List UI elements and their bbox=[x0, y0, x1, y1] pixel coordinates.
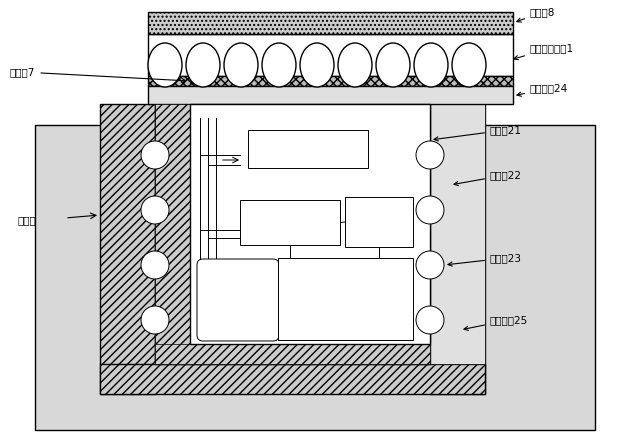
Bar bbox=[155, 104, 430, 364]
Bar bbox=[278, 258, 413, 340]
Circle shape bbox=[141, 251, 169, 279]
Bar bbox=[240, 200, 340, 245]
Text: 容纳腔21: 容纳腔21 bbox=[434, 125, 522, 141]
Text: 加液口: 加液口 bbox=[18, 215, 37, 225]
Circle shape bbox=[416, 251, 444, 279]
Bar bbox=[148, 12, 513, 34]
Text: 充电发射线圈1: 充电发射线圈1 bbox=[514, 43, 574, 60]
Bar bbox=[190, 104, 430, 344]
Bar bbox=[100, 364, 485, 394]
Circle shape bbox=[416, 141, 444, 169]
Ellipse shape bbox=[338, 43, 372, 87]
Bar bbox=[248, 130, 368, 168]
Text: 冷却液箱25: 冷却液箱25 bbox=[464, 315, 529, 330]
Text: 26: 26 bbox=[372, 230, 386, 240]
Bar bbox=[430, 104, 485, 394]
Text: 机芯2: 机芯2 bbox=[335, 305, 356, 315]
Text: 抽湿装置4: 抽湿装置4 bbox=[291, 144, 325, 154]
Bar bbox=[430, 104, 485, 364]
Ellipse shape bbox=[186, 43, 220, 87]
Bar bbox=[100, 104, 155, 394]
Circle shape bbox=[141, 141, 169, 169]
Text: 循环泵: 循环泵 bbox=[369, 217, 389, 227]
Text: 循环管23: 循环管23 bbox=[448, 253, 522, 266]
Text: 保护板8: 保护板8 bbox=[517, 7, 556, 22]
Bar bbox=[155, 104, 190, 364]
Text: 隔磁片7: 隔磁片7 bbox=[10, 67, 186, 82]
Ellipse shape bbox=[262, 43, 296, 87]
Bar bbox=[35, 125, 595, 430]
Ellipse shape bbox=[224, 43, 258, 87]
Ellipse shape bbox=[452, 43, 486, 87]
Bar bbox=[148, 34, 513, 76]
Text: 支撑盖板24: 支撑盖板24 bbox=[517, 83, 568, 96]
Bar bbox=[148, 76, 513, 86]
Circle shape bbox=[416, 306, 444, 334]
Bar bbox=[345, 197, 413, 247]
Bar bbox=[155, 344, 430, 364]
Bar bbox=[148, 86, 513, 104]
Circle shape bbox=[141, 306, 169, 334]
Text: 散热器27: 散热器27 bbox=[273, 217, 307, 227]
Ellipse shape bbox=[414, 43, 448, 87]
Ellipse shape bbox=[300, 43, 334, 87]
Text: 储液桶: 储液桶 bbox=[228, 292, 248, 302]
FancyBboxPatch shape bbox=[197, 259, 279, 341]
Text: 28: 28 bbox=[231, 305, 245, 315]
Circle shape bbox=[416, 196, 444, 224]
Circle shape bbox=[141, 196, 169, 224]
Text: 隔热层22: 隔热层22 bbox=[454, 170, 522, 186]
Text: 充电主机: 充电主机 bbox=[332, 289, 359, 299]
Ellipse shape bbox=[148, 43, 182, 87]
Ellipse shape bbox=[376, 43, 410, 87]
